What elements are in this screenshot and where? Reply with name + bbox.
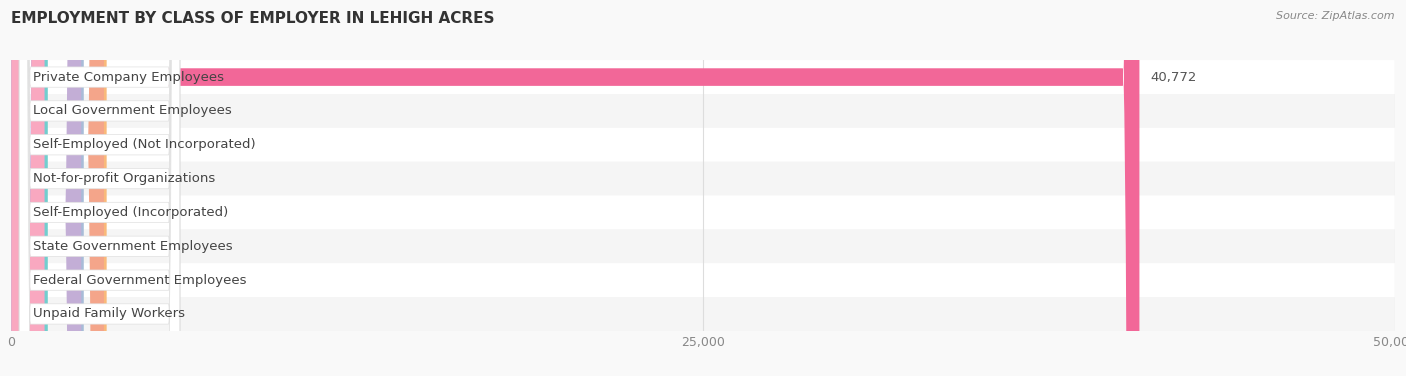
FancyBboxPatch shape [20,0,180,376]
FancyBboxPatch shape [11,128,1395,162]
FancyBboxPatch shape [20,0,180,376]
Text: State Government Employees: State Government Employees [34,240,233,253]
Text: Source: ZipAtlas.com: Source: ZipAtlas.com [1277,11,1395,21]
Text: Self-Employed (Not Incorporated): Self-Employed (Not Incorporated) [34,138,256,151]
Text: Self-Employed (Incorporated): Self-Employed (Incorporated) [34,206,228,219]
FancyBboxPatch shape [11,229,1395,263]
FancyBboxPatch shape [11,0,84,376]
Text: EMPLOYMENT BY CLASS OF EMPLOYER IN LEHIGH ACRES: EMPLOYMENT BY CLASS OF EMPLOYER IN LEHIG… [11,11,495,26]
FancyBboxPatch shape [11,196,1395,229]
FancyBboxPatch shape [11,0,45,376]
Text: Federal Government Employees: Federal Government Employees [34,274,246,287]
Text: Local Government Employees: Local Government Employees [34,105,232,117]
FancyBboxPatch shape [11,297,1395,331]
Text: Unpaid Family Workers: Unpaid Family Workers [34,308,186,320]
FancyBboxPatch shape [11,0,1139,376]
FancyBboxPatch shape [20,0,180,376]
Text: Private Company Employees: Private Company Employees [34,71,224,83]
FancyBboxPatch shape [11,0,48,376]
Text: Not-for-profit Organizations: Not-for-profit Organizations [34,172,215,185]
FancyBboxPatch shape [11,0,104,376]
FancyBboxPatch shape [20,0,180,376]
FancyBboxPatch shape [11,162,1395,196]
FancyBboxPatch shape [11,0,45,376]
Text: 40,772: 40,772 [1150,71,1197,83]
FancyBboxPatch shape [20,0,180,376]
FancyBboxPatch shape [11,60,1395,94]
FancyBboxPatch shape [20,0,180,376]
FancyBboxPatch shape [11,263,1395,297]
FancyBboxPatch shape [20,0,180,376]
FancyBboxPatch shape [11,94,1395,128]
FancyBboxPatch shape [20,0,180,376]
FancyBboxPatch shape [11,0,82,376]
FancyBboxPatch shape [11,0,107,376]
